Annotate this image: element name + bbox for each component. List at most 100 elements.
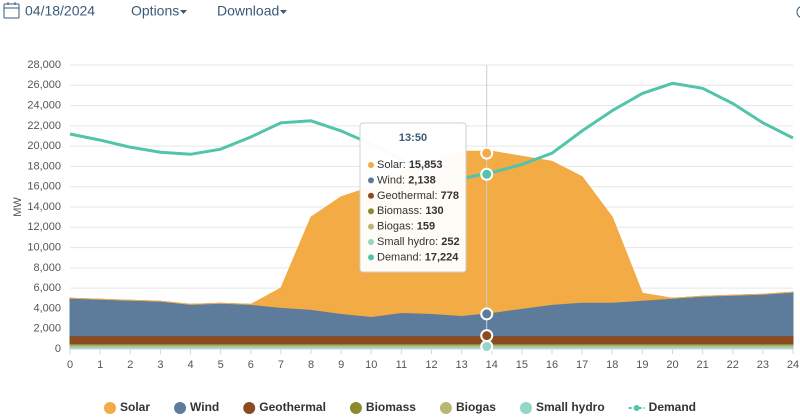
legend: Solar Wind Geothermal Biomass Biogas Small hy… <box>104 400 696 414</box>
x-tick-label: 19 <box>636 359 648 371</box>
x-tick-label: 22 <box>727 359 739 371</box>
legend-label: Biomass <box>366 400 416 414</box>
tooltip-bullet <box>368 254 374 261</box>
date-picker[interactable]: 04/18/2024 <box>25 3 95 19</box>
y-tick-label: 12,000 <box>27 221 61 233</box>
y-tick-label: 6,000 <box>33 282 61 294</box>
legend-label: Demand <box>649 400 696 414</box>
x-tick-label: 17 <box>576 359 588 371</box>
tooltip-item: Biogas: 159 <box>377 221 435 233</box>
legend-symbol <box>104 402 116 414</box>
tooltip-bullet <box>368 177 374 184</box>
x-tick-label: 14 <box>486 359 498 371</box>
legend-label: Small hydro <box>536 400 605 414</box>
legend-item[interactable]: Small hydro <box>519 400 605 414</box>
y-tick-label: 22,000 <box>27 120 61 132</box>
x-tick-label: 23 <box>757 359 769 371</box>
tooltip-time: 13:50 <box>399 132 427 144</box>
area <box>69 335 794 344</box>
y-tick-label: 4,000 <box>33 302 61 314</box>
y-tick-label: 26,000 <box>27 79 61 91</box>
options-menu[interactable]: Options <box>131 3 179 19</box>
legend-item[interactable]: Demand <box>628 400 696 414</box>
cut-off-icon[interactable] <box>796 6 800 18</box>
calendar-icon[interactable] <box>3 2 20 19</box>
tooltip-value: 15,853 <box>409 159 443 171</box>
legend-item[interactable]: Biogas <box>439 400 496 414</box>
x-tick-label: 13 <box>456 359 468 371</box>
tooltip-value: 2,138 <box>408 174 436 186</box>
legend-symbol <box>519 402 532 414</box>
y-tick-label: 14,000 <box>27 201 61 213</box>
tooltip-value: 130 <box>425 205 443 217</box>
tooltip-label: Geothermal: <box>377 190 438 202</box>
x-tick-label: 10 <box>365 359 377 371</box>
tooltip-bullet <box>368 223 374 230</box>
y-tick-label: 2,000 <box>33 323 61 335</box>
x-tick-label: 21 <box>697 359 709 371</box>
tooltip-bullet <box>368 208 374 215</box>
y-axis-title: MW <box>12 197 24 217</box>
tooltip-item: Geothermal: 778 <box>377 190 459 202</box>
x-tick-label: 12 <box>425 359 437 371</box>
tooltip-marker <box>480 146 494 160</box>
legend-symbol <box>439 402 452 414</box>
x-tick-label: 24 <box>787 359 799 371</box>
x-tick-label: 11 <box>396 359 407 371</box>
legend-item[interactable]: Geothermal <box>243 400 326 414</box>
tooltip-label: Demand: <box>377 251 422 263</box>
caret <box>180 10 187 14</box>
x-tick-label: 9 <box>338 359 344 371</box>
y-tick-label: 28,000 <box>27 59 61 71</box>
x-tick-label: 6 <box>248 359 254 371</box>
x-tick-label: 7 <box>278 359 284 371</box>
tooltip-marker <box>480 339 494 353</box>
tooltip-value: 778 <box>441 190 459 202</box>
legend-symbol <box>174 402 187 414</box>
x-tick-label: 2 <box>127 359 133 371</box>
tooltip-label: Biogas: <box>377 221 414 233</box>
x-tick-label: 4 <box>187 359 193 371</box>
tooltip-bullet <box>368 239 374 245</box>
y-tick-label: 10,000 <box>27 241 61 253</box>
tooltip-bullet <box>368 162 374 168</box>
x-tick-label: 3 <box>157 359 163 371</box>
x-tick-label: 20 <box>666 359 678 371</box>
legend-item[interactable]: Solar <box>104 400 150 414</box>
tooltip-marker <box>480 167 494 181</box>
legend-symbol <box>243 402 256 414</box>
legend-label: Biogas <box>456 400 496 414</box>
tooltip-item: Small hydro: 252 <box>377 236 460 248</box>
x-tick-label: 8 <box>308 359 314 371</box>
y-tick-label: 16,000 <box>27 181 61 193</box>
y-tick-label: 20,000 <box>27 140 61 152</box>
legend-item[interactable]: Wind <box>174 400 219 414</box>
tooltip-label: Small hydro: <box>377 236 438 248</box>
tooltip-value: 252 <box>441 236 459 248</box>
tooltip-bullet <box>368 192 374 199</box>
y-tick-label: 8,000 <box>33 262 61 274</box>
tooltip-value: 159 <box>417 221 435 233</box>
tooltip-value: 17,224 <box>425 251 460 263</box>
x-tick-label: 1 <box>97 359 103 371</box>
x-tick-label: 5 <box>218 359 224 371</box>
legend-label: Solar <box>120 400 150 414</box>
toolbar: 04/18/2024 Options Download <box>3 2 800 19</box>
legend-symbol <box>633 405 640 411</box>
caret <box>280 10 287 14</box>
tooltip-item: Biomass: 130 <box>377 205 444 217</box>
x-tick-label: 15 <box>516 359 528 371</box>
x-tick-label: 18 <box>606 359 618 371</box>
y-tick-label: 0 <box>55 343 61 355</box>
x-tick-label: 16 <box>546 359 558 371</box>
download-menu[interactable]: Download <box>217 3 279 19</box>
tooltip-marker <box>480 307 494 321</box>
tooltip-item: Demand: 17,224 <box>377 251 459 263</box>
x-tick-label: 0 <box>67 359 73 371</box>
legend-symbol <box>349 402 362 414</box>
tooltip-box <box>359 122 467 273</box>
legend-item[interactable]: Biomass <box>349 400 416 414</box>
tooltip-item: Solar: 15,853 <box>377 159 442 171</box>
tooltip-label: Solar: <box>377 159 406 171</box>
